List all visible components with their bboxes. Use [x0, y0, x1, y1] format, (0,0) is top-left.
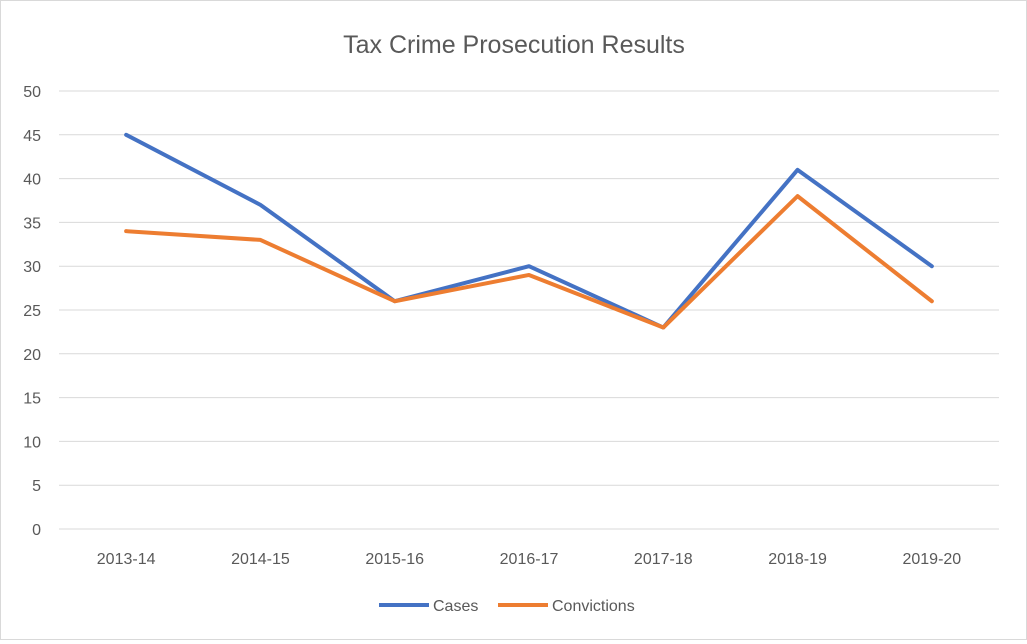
y-tick-label: 5	[32, 478, 41, 495]
y-tick-label: 35	[23, 215, 41, 232]
series-line-cases	[124, 132, 934, 330]
x-tick-label: 2017-18	[634, 551, 693, 568]
y-tick-label: 50	[23, 84, 41, 101]
y-tick-label: 15	[23, 391, 41, 408]
x-tick-label: 2018-19	[768, 551, 827, 568]
y-tick-label: 0	[32, 522, 41, 539]
y-tick-label: 25	[23, 303, 41, 320]
x-tick-label: 2019-20	[902, 551, 961, 568]
x-tick-label: 2013-14	[97, 551, 156, 568]
chart-title: Tax Crime Prosecution Results	[343, 31, 685, 59]
x-tick-label: 2015-16	[365, 551, 424, 568]
x-tick-label: 2016-17	[500, 551, 559, 568]
legend-label-cases: Cases	[433, 598, 478, 615]
y-tick-label: 40	[23, 172, 41, 189]
legend-label-convictions: Convictions	[552, 598, 635, 615]
y-tick-label: 10	[23, 434, 41, 451]
y-tick-label: 20	[23, 347, 41, 364]
series-line-convictions	[124, 194, 934, 330]
y-tick-label: 45	[23, 128, 41, 145]
x-tick-label: 2014-15	[231, 551, 290, 568]
y-tick-label: 30	[23, 259, 41, 276]
